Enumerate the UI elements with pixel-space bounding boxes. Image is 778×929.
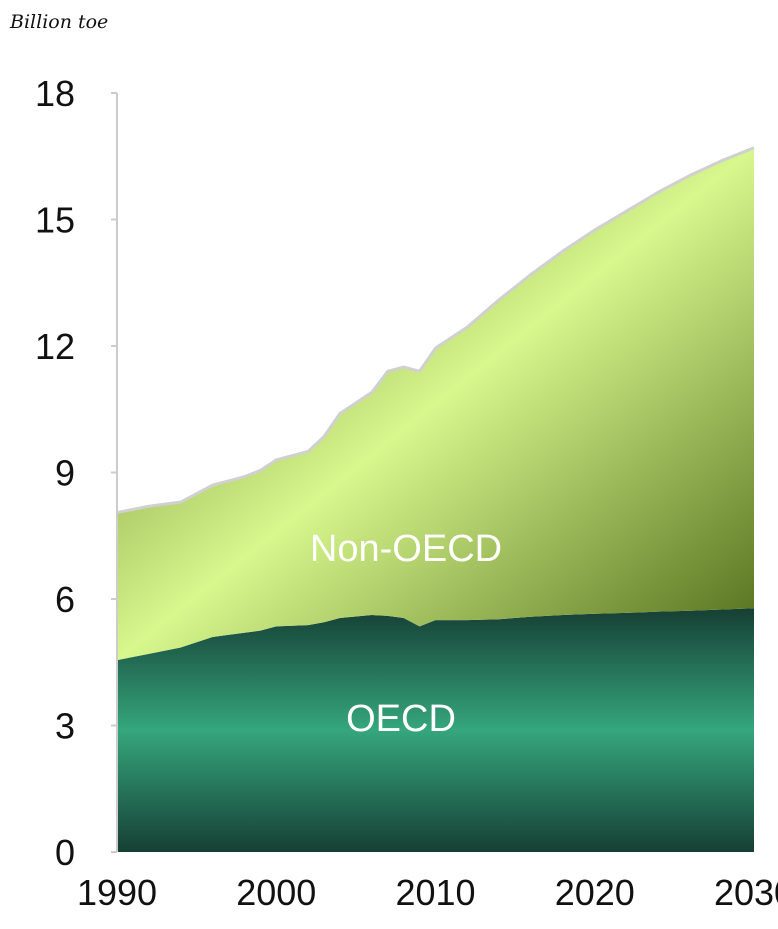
x-tick-label: 2030 [714,872,778,913]
y-tick-label: 6 [55,579,75,620]
non-oecd-label: Non-OECD [310,528,502,570]
x-tick-label: 1990 [77,872,157,913]
x-tick-label: 2020 [555,872,635,913]
x-axis-ticks: 1990 2000 2010 2020 2030 [77,872,778,913]
unit-label: Billion toe [9,11,108,33]
y-axis-ticks: 0 3 6 9 12 15 18 [35,73,117,873]
non-oecd-area [117,148,754,660]
y-tick-label: 12 [35,326,75,367]
plot-areas [117,148,754,852]
y-tick-label: 0 [55,832,75,873]
y-tick-label: 9 [55,453,75,494]
x-tick-label: 2000 [236,872,316,913]
oecd-label: OECD [346,698,456,740]
x-tick-label: 2010 [395,872,475,913]
y-tick-label: 3 [55,706,75,747]
y-tick-label: 15 [35,200,75,241]
y-tick-label: 18 [35,73,75,114]
